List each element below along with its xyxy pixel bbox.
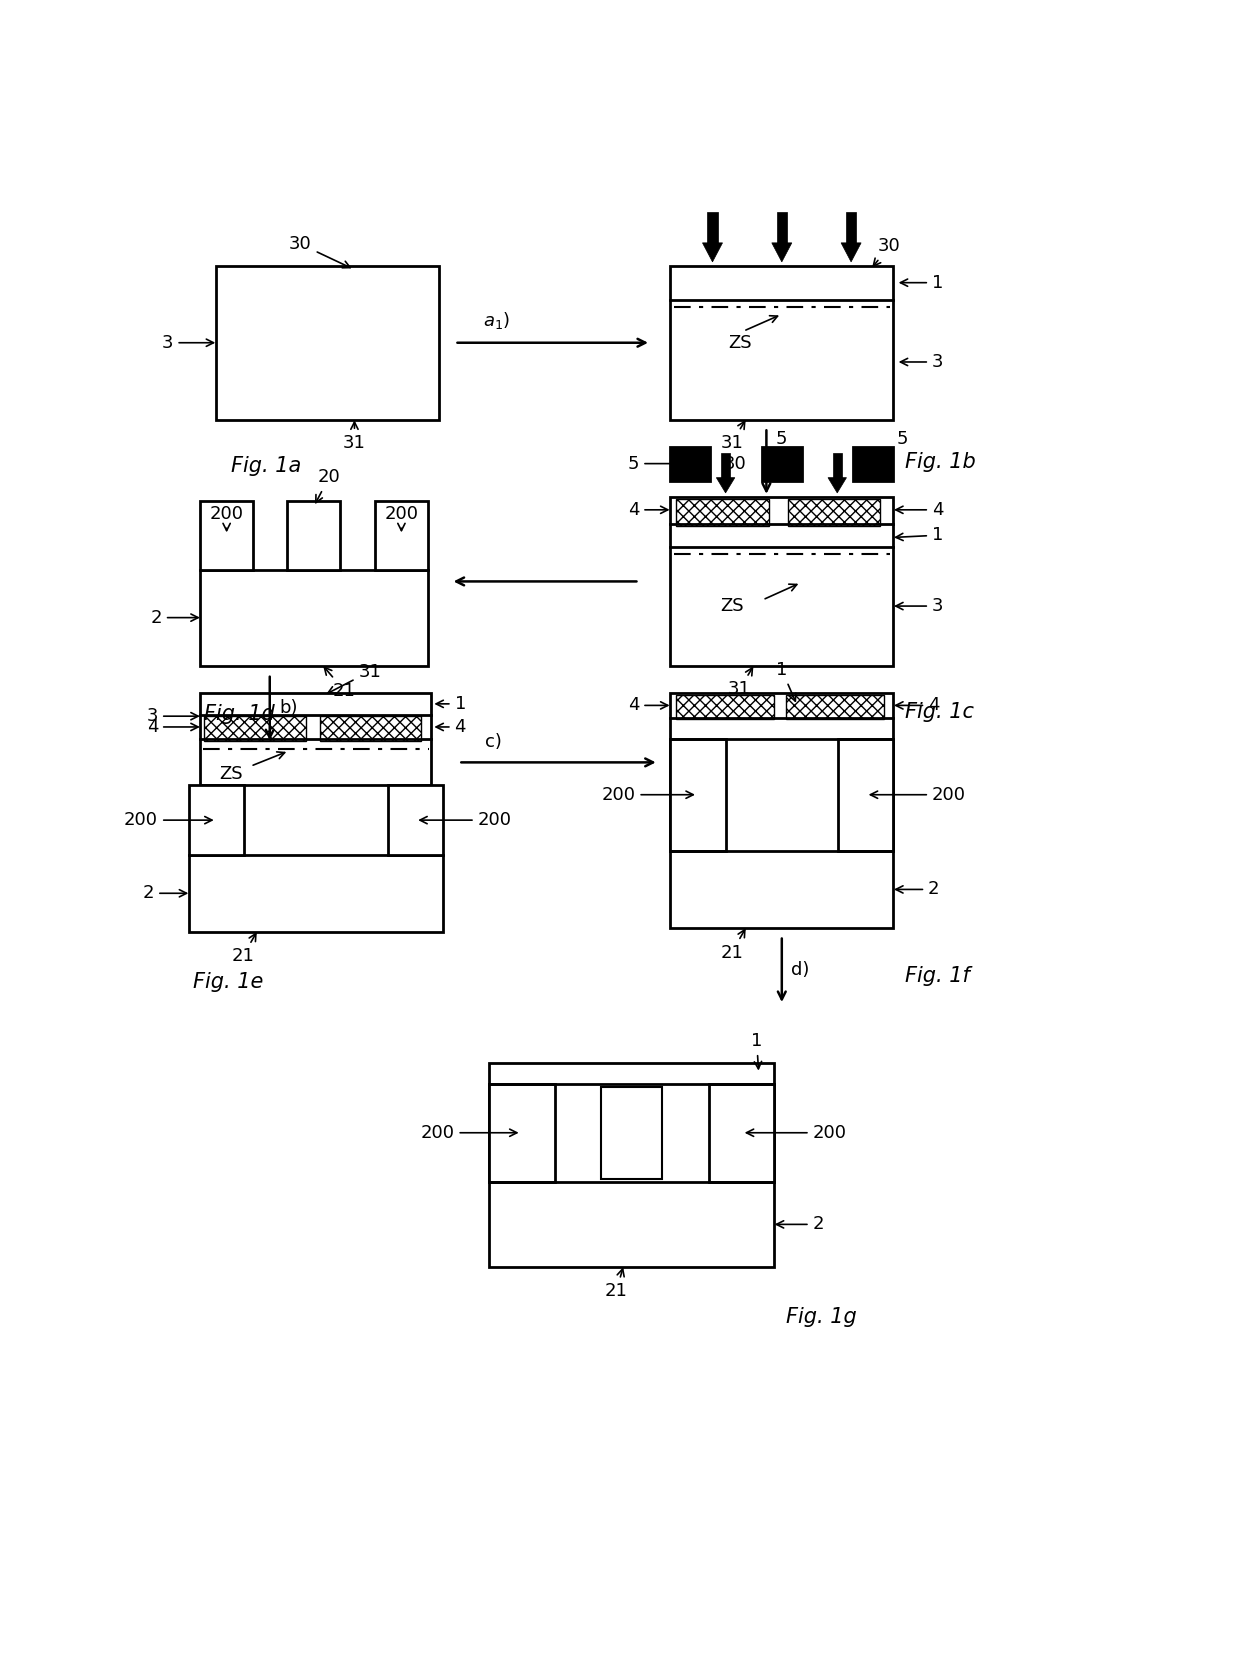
Bar (676, 499, 769, 526)
Bar (787, 499, 880, 526)
Polygon shape (841, 244, 861, 262)
Bar (188, 786, 244, 855)
Text: 2: 2 (895, 881, 940, 898)
Text: 4: 4 (895, 696, 940, 714)
Text: 200: 200 (746, 1123, 847, 1142)
Text: 1: 1 (900, 274, 944, 292)
Text: 200: 200 (124, 811, 212, 829)
Text: 5: 5 (897, 431, 908, 447)
Text: 3: 3 (900, 352, 944, 371)
Bar (838, 739, 894, 851)
Text: 21: 21 (720, 930, 745, 961)
Text: 1: 1 (776, 661, 796, 701)
Text: 31: 31 (728, 668, 753, 698)
Polygon shape (717, 477, 735, 492)
Text: 21: 21 (325, 668, 356, 699)
Polygon shape (828, 477, 847, 492)
Text: Fig. 1c: Fig. 1c (905, 703, 973, 723)
Text: 31: 31 (343, 422, 366, 452)
Text: 1: 1 (751, 1031, 763, 1068)
Bar (288, 501, 340, 569)
Bar (320, 716, 422, 741)
Text: 31: 31 (720, 421, 745, 452)
Bar (201, 501, 253, 569)
Text: 1: 1 (436, 694, 466, 713)
Bar (188, 855, 443, 931)
Bar (601, 1087, 662, 1178)
Text: ZS: ZS (219, 764, 243, 783)
Text: ZS: ZS (720, 598, 744, 616)
Text: 2: 2 (776, 1215, 825, 1233)
Text: 200: 200 (601, 786, 693, 804)
Bar (708, 1085, 774, 1182)
Text: 20: 20 (316, 469, 341, 502)
Text: 21: 21 (232, 933, 255, 965)
Text: 2: 2 (143, 885, 186, 903)
Text: Fig. 1a: Fig. 1a (231, 456, 301, 476)
Bar (205, 716, 306, 741)
Bar (720, 452, 730, 477)
Text: $a_1$): $a_1$) (484, 310, 511, 330)
Text: 4: 4 (146, 718, 198, 736)
Text: 5: 5 (776, 431, 787, 447)
Text: c): c) (485, 733, 501, 751)
Text: 30: 30 (873, 237, 900, 265)
Text: 200: 200 (420, 1123, 517, 1142)
Bar (216, 265, 439, 419)
Text: 3: 3 (146, 708, 198, 724)
Text: 31: 31 (327, 663, 381, 693)
Text: Fig. 1e: Fig. 1e (192, 971, 263, 991)
Text: 200: 200 (870, 786, 966, 804)
Polygon shape (771, 244, 792, 262)
Text: $a_2$): $a_2$) (776, 452, 802, 472)
Text: Fig. 1b: Fig. 1b (905, 452, 976, 472)
Bar (670, 265, 894, 419)
Bar (670, 497, 894, 666)
Text: 3: 3 (162, 334, 213, 352)
Bar (761, 447, 802, 481)
Text: 30: 30 (724, 454, 746, 472)
Text: b): b) (279, 699, 298, 718)
Text: 3: 3 (895, 598, 944, 616)
Bar (786, 694, 884, 719)
Bar (670, 693, 894, 928)
Bar (490, 1063, 774, 1267)
Text: d): d) (791, 961, 810, 980)
Text: 1: 1 (895, 526, 944, 544)
Text: 4: 4 (436, 718, 466, 736)
Text: 5: 5 (627, 454, 686, 472)
Bar (670, 447, 711, 481)
Bar (201, 569, 428, 666)
Bar (832, 452, 842, 477)
Bar (376, 501, 428, 569)
Bar (846, 212, 856, 244)
Text: 200: 200 (384, 504, 418, 531)
Text: 200: 200 (210, 504, 243, 531)
Bar (490, 1085, 554, 1182)
Text: ZS: ZS (728, 334, 751, 352)
Text: 2: 2 (150, 609, 198, 626)
Text: Fig. 1d: Fig. 1d (205, 704, 275, 724)
Text: 21: 21 (605, 1268, 627, 1300)
Bar (670, 739, 725, 851)
Text: Fig. 1f: Fig. 1f (905, 966, 970, 986)
Bar (776, 212, 787, 244)
Text: 4: 4 (627, 696, 668, 714)
Bar (708, 212, 718, 244)
Bar (676, 694, 774, 719)
Bar (388, 786, 443, 855)
Bar (853, 447, 894, 481)
Text: 4: 4 (895, 501, 944, 519)
Text: 200: 200 (420, 811, 512, 829)
Polygon shape (703, 244, 723, 262)
Text: 4: 4 (627, 501, 668, 519)
Text: Fig. 1g: Fig. 1g (786, 1307, 857, 1327)
Text: 30: 30 (289, 235, 350, 267)
Bar (201, 693, 432, 786)
